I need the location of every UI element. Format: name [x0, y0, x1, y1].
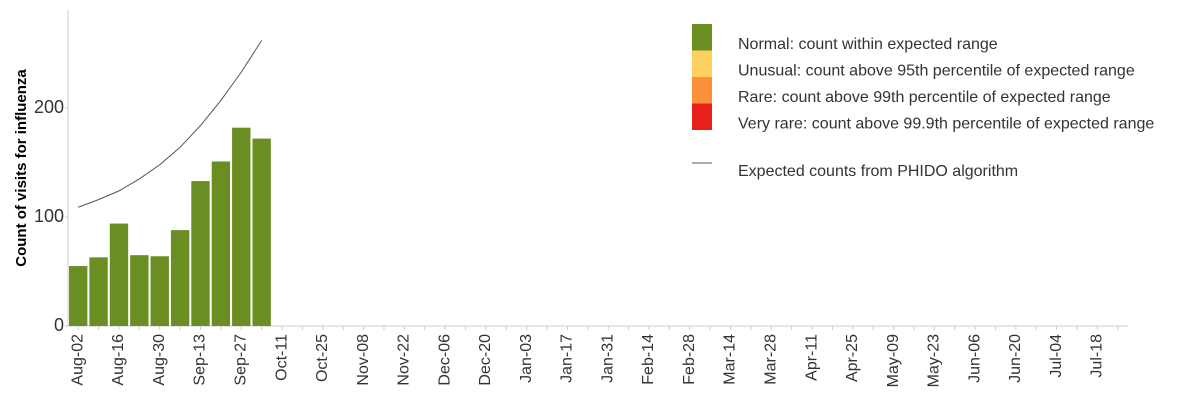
x-tick-label: Aug-16 — [110, 334, 127, 386]
bar — [211, 161, 231, 326]
x-tick-label: Dec-06 — [436, 334, 453, 386]
x-tick-label: Aug-02 — [69, 334, 86, 386]
x-tick-label: Apr-11 — [803, 334, 820, 381]
legend-label: Very rare: count above 99.9th percentile… — [738, 116, 1154, 133]
x-tick-label: Mar-28 — [762, 334, 779, 385]
bar — [69, 266, 88, 326]
legend-swatch — [692, 77, 712, 104]
x-tick-label: Oct-25 — [314, 334, 331, 382]
x-tick-label: Apr-25 — [844, 334, 861, 382]
x-tick-label: Sep-13 — [192, 334, 209, 386]
expected-line — [78, 40, 263, 208]
x-tick-label: Oct-11 — [273, 334, 290, 381]
legend-label: Expected counts from PHIDO algorithm — [738, 163, 1018, 180]
bar — [150, 256, 169, 326]
x-tick-label: Nov-08 — [355, 334, 372, 386]
bar — [191, 181, 210, 326]
x-tick-label: Sep-27 — [232, 334, 249, 386]
y-tick-label: 0 — [54, 315, 64, 335]
x-tick-label: May-09 — [885, 334, 902, 387]
x-tick-label: Jul-04 — [1048, 334, 1065, 378]
bar — [89, 257, 108, 326]
x-tick-label: Jun-20 — [1007, 334, 1024, 383]
y-tick-label: 100 — [34, 206, 64, 226]
x-tick-label: Jan-17 — [559, 334, 576, 383]
x-tick-label: Jun-06 — [966, 334, 983, 383]
legend-label: Unusual: count above 95th percentile of … — [738, 63, 1135, 80]
bar — [252, 138, 271, 326]
x-tick-label: Feb-28 — [681, 334, 698, 385]
bar — [109, 223, 129, 326]
x-tick-label: Dec-20 — [477, 334, 494, 386]
x-tick-label: Aug-30 — [151, 334, 168, 386]
x-tick-label: Mar-14 — [722, 334, 739, 385]
bar — [130, 255, 149, 326]
bar — [170, 230, 190, 326]
legend-label: Rare: count above 99th percentile of exp… — [738, 89, 1111, 106]
legend-label: Normal: count within expected range — [738, 36, 998, 53]
bar — [232, 127, 251, 326]
x-tick-label: May-23 — [926, 334, 943, 387]
x-tick-label: Jul-18 — [1089, 334, 1106, 378]
x-tick-label: Nov-22 — [396, 334, 413, 386]
y-axis-label: Count of visits for influenza — [13, 69, 30, 267]
legend-swatch — [692, 24, 712, 51]
x-tick-label: Jan-03 — [518, 334, 535, 383]
x-tick-label: Jan-31 — [599, 334, 616, 383]
y-tick-label: 200 — [34, 97, 64, 117]
legend-swatch — [692, 50, 712, 77]
legend-swatch — [692, 103, 712, 130]
x-tick-label: Feb-14 — [640, 334, 657, 385]
